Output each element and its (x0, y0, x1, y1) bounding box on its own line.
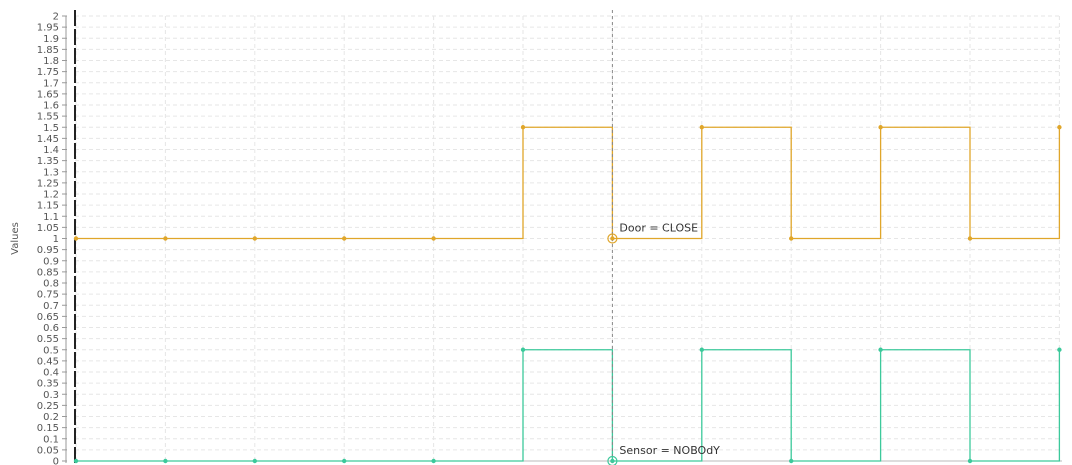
data-point (163, 236, 168, 241)
y-axis: 00.050.10.150.20.250.30.350.40.450.50.55… (37, 10, 1062, 465)
cursor-label: Sensor = NOBOdY (619, 444, 720, 457)
data-point (431, 236, 436, 241)
y-tick-label: 1.3 (43, 167, 59, 178)
cursor-marker-dot (610, 236, 615, 241)
data-point (789, 458, 794, 464)
y-tick-label: 1.15 (37, 201, 59, 212)
y-tick-label: 1.05 (37, 223, 59, 234)
data-point (252, 458, 257, 464)
y-tick-label: 1.55 (37, 112, 59, 123)
y-tick-label: 0.5 (43, 345, 59, 356)
y-tick-label: 0.35 (37, 379, 59, 390)
y-tick-label: 0.55 (37, 334, 59, 345)
data-point (342, 458, 347, 464)
y-tick-label: 2 (53, 12, 59, 23)
y-tick-label: 1.2 (43, 190, 59, 201)
y-tick-label: 1.45 (37, 134, 59, 145)
data-point (699, 125, 704, 130)
data-point (1057, 347, 1062, 352)
y-tick-label: 1.6 (43, 101, 59, 112)
data-point (73, 236, 79, 241)
y-tick-label: 0.45 (37, 356, 59, 367)
data-point (342, 236, 347, 241)
y-tick-label: 1.5 (43, 123, 59, 134)
y-tick-label: 0.4 (43, 368, 59, 379)
cursor-marker (607, 233, 618, 244)
data-point (520, 125, 526, 130)
y-tick-label: 1.75 (37, 67, 59, 78)
y-tick-label: 0.1 (43, 434, 59, 445)
data-point (878, 125, 883, 130)
series-line (75, 349, 1061, 462)
y-tick-label: 1.65 (37, 89, 59, 100)
cursor-marker-dot (610, 459, 615, 463)
y-tick-label: 1.25 (37, 178, 59, 189)
y-tick-label: 1.35 (37, 156, 59, 167)
y-tick-label: 1 (53, 234, 59, 245)
cursor[interactable]: Door = CLOSE Sensor = NOBOdY (607, 10, 720, 465)
y-tick-label: 0.6 (43, 323, 59, 334)
cursor-marker (607, 455, 618, 465)
y-tick-label: 0.9 (43, 256, 59, 267)
y-tick-label: 0.05 (37, 445, 59, 456)
y-tick-label: 1.7 (43, 78, 59, 89)
series-line (75, 126, 1061, 240)
data-point (163, 458, 168, 464)
y-tick-label: 1.1 (43, 212, 59, 223)
data-point (699, 347, 704, 352)
series-door (73, 125, 1062, 241)
data-point (789, 236, 794, 241)
data-point (967, 236, 973, 241)
y-tick-label: 1.8 (43, 56, 59, 67)
y-tick-label: 1.4 (43, 145, 59, 156)
y-tick-label: 0.65 (37, 312, 59, 323)
y-tick-label: 0.8 (43, 279, 59, 290)
grid (75, 15, 1062, 462)
series-sensor (73, 347, 1062, 464)
data-point (520, 347, 526, 352)
y-tick-label: 1.95 (37, 23, 59, 34)
y-axis-label: Values (10, 222, 21, 255)
y-tick-label: 0.25 (37, 401, 59, 412)
y-tick-label: 0.15 (37, 423, 59, 434)
data-point (878, 347, 883, 352)
y-tick-label: 0.95 (37, 245, 59, 256)
y-tick-label: 0.85 (37, 267, 59, 278)
y-tick-label: 0.7 (43, 301, 59, 312)
data-point (1057, 125, 1062, 130)
y-tick-label: 0.3 (43, 390, 59, 401)
y-tick-label: 0.75 (37, 290, 59, 301)
y-tick-label: 0 (53, 457, 59, 465)
series (73, 125, 1062, 464)
data-point (967, 458, 973, 464)
y-tick-label: 0.2 (43, 412, 59, 423)
y-tick-label: 1.9 (43, 34, 59, 45)
cursor-label: Door = CLOSE (619, 222, 698, 235)
data-point (73, 458, 79, 464)
y-tick-label: 1.85 (37, 45, 59, 56)
data-point (252, 236, 257, 241)
data-point (431, 458, 436, 464)
